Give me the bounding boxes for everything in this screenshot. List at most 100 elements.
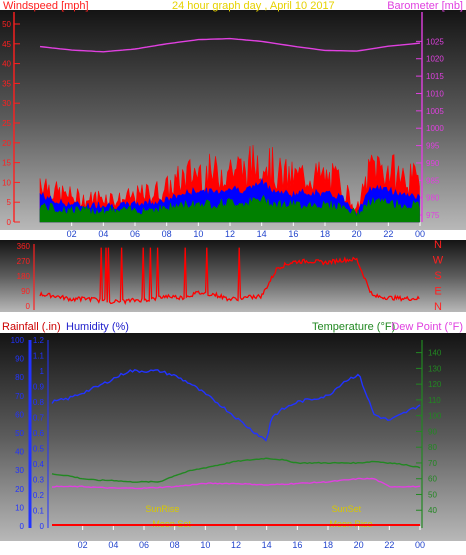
humidity-tick-label: 0.7	[33, 414, 45, 423]
baro-tick-label: 985	[426, 176, 440, 185]
baro-axis-title: Barometer [mb]	[387, 0, 463, 12]
wind-tick-label: 45	[2, 40, 11, 49]
humidity-tick-label: 0.1	[33, 507, 45, 516]
x-tick-label: 12	[231, 540, 241, 550]
dir-tick-label: 360	[17, 242, 31, 251]
x-tick-label: 04	[98, 229, 108, 239]
temp-tick-label: 40	[428, 506, 437, 515]
x-tick-label: 22	[383, 229, 393, 239]
humidity-tick-label: 1.2	[33, 336, 45, 345]
x-tick-label: 06	[130, 229, 140, 239]
compass-label: N	[434, 301, 442, 313]
temp-tick-label: 120	[428, 380, 442, 389]
humidity-axis-title: Humidity (%)	[66, 321, 129, 333]
humidity-tick-label: 0.9	[33, 383, 45, 392]
x-tick-label: 08	[162, 229, 172, 239]
x-tick-label: 00	[415, 229, 425, 239]
humidity-tick-label: 0.3	[33, 476, 45, 485]
wind-tick-label: 40	[2, 60, 11, 69]
rain-tick-label: 100	[11, 336, 25, 345]
wind-average-series	[39, 194, 420, 223]
x-tick-label: 04	[108, 540, 118, 550]
baro-tick-label: 1015	[426, 72, 444, 81]
compass-label: N	[434, 239, 442, 251]
temp-axis-title: Temperature (°F)	[312, 321, 395, 333]
wind-tick-label: 5	[7, 198, 12, 207]
baro-tick-label: 975	[426, 211, 440, 220]
baro-tick-label: 990	[426, 159, 440, 168]
rain-tick-label: 70	[15, 392, 24, 401]
humidity-tick-label: 0.5	[33, 445, 45, 454]
wind-tick-label: 0	[7, 218, 12, 227]
baro-tick-label: 1020	[426, 55, 444, 64]
rain-tick-label: 90	[15, 355, 24, 364]
humidity-series	[51, 369, 421, 442]
x-tick-label: 12	[225, 229, 235, 239]
wind-tick-label: 35	[2, 79, 11, 88]
temp-tick-label: 70	[428, 459, 437, 468]
x-tick-label: 16	[292, 540, 302, 550]
rain-tick-label: 80	[15, 373, 24, 382]
x-tick-label: 14	[257, 229, 267, 239]
dir-tick-label: 90	[21, 287, 30, 296]
rain-tick-label: 40	[15, 448, 24, 457]
temp-tick-label: 130	[428, 364, 442, 373]
x-tick-label: 00	[415, 540, 425, 550]
humidity-panel	[0, 333, 466, 541]
wind-tick-label: 20	[2, 139, 11, 148]
temp-tick-label: 140	[428, 349, 442, 358]
dir-tick-label: 180	[17, 272, 31, 281]
rain-tick-label: 60	[15, 410, 24, 419]
x-tick-label: 02	[67, 229, 77, 239]
temp-tick-label: 90	[428, 427, 437, 436]
rain-axis-title: Rainfall (.in)	[2, 321, 61, 333]
x-tick-label: 16	[288, 229, 298, 239]
humidity-tick-label: 0.6	[33, 429, 45, 438]
sunrise-label: SunRise	[145, 504, 179, 514]
baro-tick-label: 1025	[426, 37, 444, 46]
compass-label: W	[433, 255, 444, 267]
rain-tick-label: 0	[20, 522, 25, 531]
chart-title: 24 hour graph day , April 10 2017	[172, 0, 335, 12]
temp-tick-label: 60	[428, 475, 437, 484]
dewpoint-series	[52, 477, 421, 490]
humidity-tick-label: 1.1	[33, 352, 45, 361]
wind-tick-label: 15	[2, 159, 11, 168]
baro-tick-label: 1005	[426, 107, 444, 116]
compass-label: S	[434, 270, 441, 282]
wind-tick-label: 10	[2, 178, 11, 187]
x-tick-label: 20	[354, 540, 364, 550]
wind-tick-label: 30	[2, 99, 11, 108]
humidity-tick-label: 1	[40, 367, 45, 376]
x-tick-label: 02	[78, 540, 88, 550]
x-tick-label: 10	[200, 540, 210, 550]
dir-tick-label: 270	[17, 257, 31, 266]
sunset-label: SunSet	[332, 504, 362, 514]
dew-axis-title: Dew Point (°F)	[391, 321, 463, 333]
x-tick-label: 18	[320, 229, 330, 239]
x-tick-label: 06	[139, 540, 149, 550]
temp-tick-label: 50	[428, 490, 437, 499]
x-tick-label: 18	[323, 540, 333, 550]
x-tick-label: 20	[352, 229, 362, 239]
temp-tick-label: 110	[428, 396, 441, 405]
temp-tick-label: 100	[428, 412, 442, 421]
humidity-tick-label: 0.2	[33, 491, 45, 500]
baro-tick-label: 1010	[426, 89, 444, 98]
baro-tick-label: 1000	[426, 124, 444, 133]
dir-tick-label: 0	[26, 302, 31, 311]
baro-tick-label: 995	[426, 142, 440, 151]
rain-tick-label: 10	[15, 503, 24, 512]
barometer-series	[39, 37, 421, 53]
rain-tick-label: 30	[15, 466, 24, 475]
baro-tick-label: 980	[426, 194, 440, 203]
wind-tick-label: 25	[2, 119, 11, 128]
wind-tick-label: 50	[2, 20, 11, 29]
humidity-tick-label: 0.8	[33, 398, 45, 407]
temp-tick-label: 80	[428, 443, 437, 452]
rain-tick-label: 50	[15, 429, 24, 438]
x-tick-label: 22	[384, 540, 394, 550]
x-tick-label: 10	[193, 229, 203, 239]
